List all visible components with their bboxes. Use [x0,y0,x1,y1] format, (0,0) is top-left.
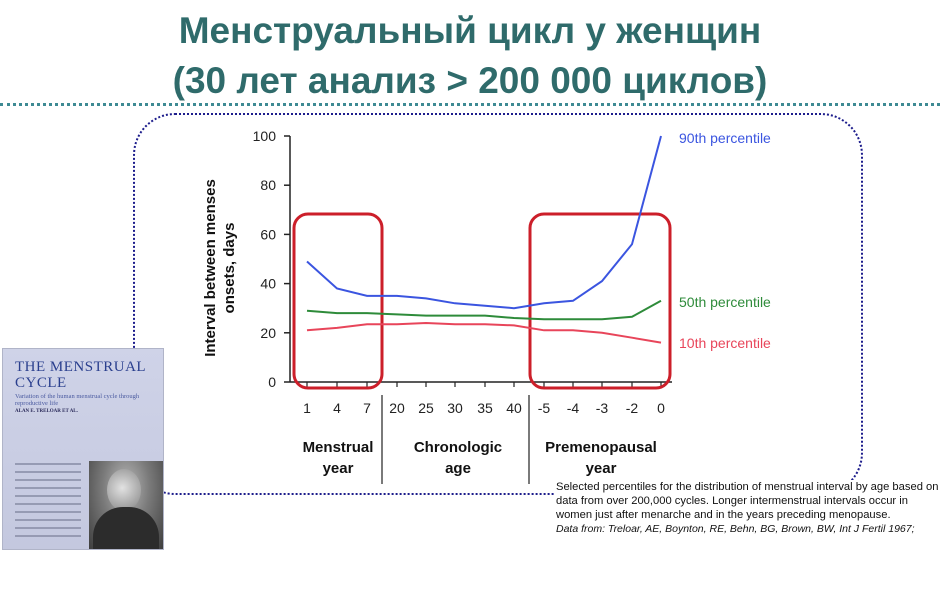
book-subtitle: Variation of the human menstrual cycle t… [15,393,140,407]
highlight-box [528,212,672,390]
x-tick-label: -5 [538,400,551,416]
book-text-line [15,463,81,465]
portrait-head [107,469,141,511]
x-tick-label: 1 [303,400,311,416]
y-tick-label: 0 [268,374,276,390]
figure-caption: Selected percentiles for the distributio… [554,480,940,536]
book-text-line [15,479,81,481]
x-tick-label: 0 [657,400,665,416]
x-group-label: year [586,460,617,477]
series-line [306,299,662,321]
page-title-line2: (30 лет анализ > 200 000 циклов) [172,60,768,101]
series-line [306,135,662,310]
series-label: 50th percentile [679,294,771,310]
x-tick-label: 25 [418,400,434,416]
x-tick-label: -4 [567,400,580,416]
portrait-body [93,507,159,549]
y-axis-label-line1: Interval between menses [202,179,219,357]
y-tick-label: 20 [260,325,276,341]
book-text-line [15,535,81,537]
series-label: 10th percentile [679,335,771,351]
book-text-line [15,495,81,497]
x-group-label: Menstrual [303,439,374,456]
y-tick-label: 60 [260,226,276,242]
x-tick-label: 35 [477,400,493,416]
x-tick-label: 20 [389,400,405,416]
x-tick-label: 7 [363,400,371,416]
book-text-line [15,471,81,473]
series-line [306,321,662,344]
x-tick-label: -2 [626,400,639,416]
y-tick-label: 100 [253,128,277,144]
book-title: THE MENSTRUAL CYCLE [15,359,146,391]
y-tick-label: 80 [260,177,276,193]
caption-source: Data from: Treloar, AE, Boynton, RE, Beh… [556,523,915,535]
book-author: ALAN E. TRELOAR ET AL. [15,409,78,414]
x-group-label: Premenopausal [545,439,657,456]
series-label: 90th percentile [679,130,771,146]
x-tick-label: -3 [596,400,609,416]
title-dotted-divider [0,103,940,106]
page-title-line1: Менструальный цикл у женщин [178,10,762,51]
x-group-label: age [445,460,471,477]
book-cover-image: THE MENSTRUAL CYCLE Variation of the hum… [2,348,164,550]
x-tick-label: 30 [447,400,463,416]
caption-text: Selected percentiles for the distributio… [556,481,939,521]
y-axis-label-line2: onsets, days [221,223,238,314]
chart-dotted-frame [133,113,863,495]
highlight-box [292,212,384,390]
x-group-label: year [323,460,354,477]
author-portrait-photo [89,461,163,549]
x-tick-label: 4 [333,400,341,416]
book-text-line [15,511,81,513]
x-group-label: Chronologic [414,439,502,456]
book-text-line [15,503,81,505]
book-text-line [15,487,81,489]
y-tick-label: 40 [260,276,276,292]
book-text-line [15,519,81,521]
x-tick-label: 40 [506,400,522,416]
book-text-line [15,527,81,529]
